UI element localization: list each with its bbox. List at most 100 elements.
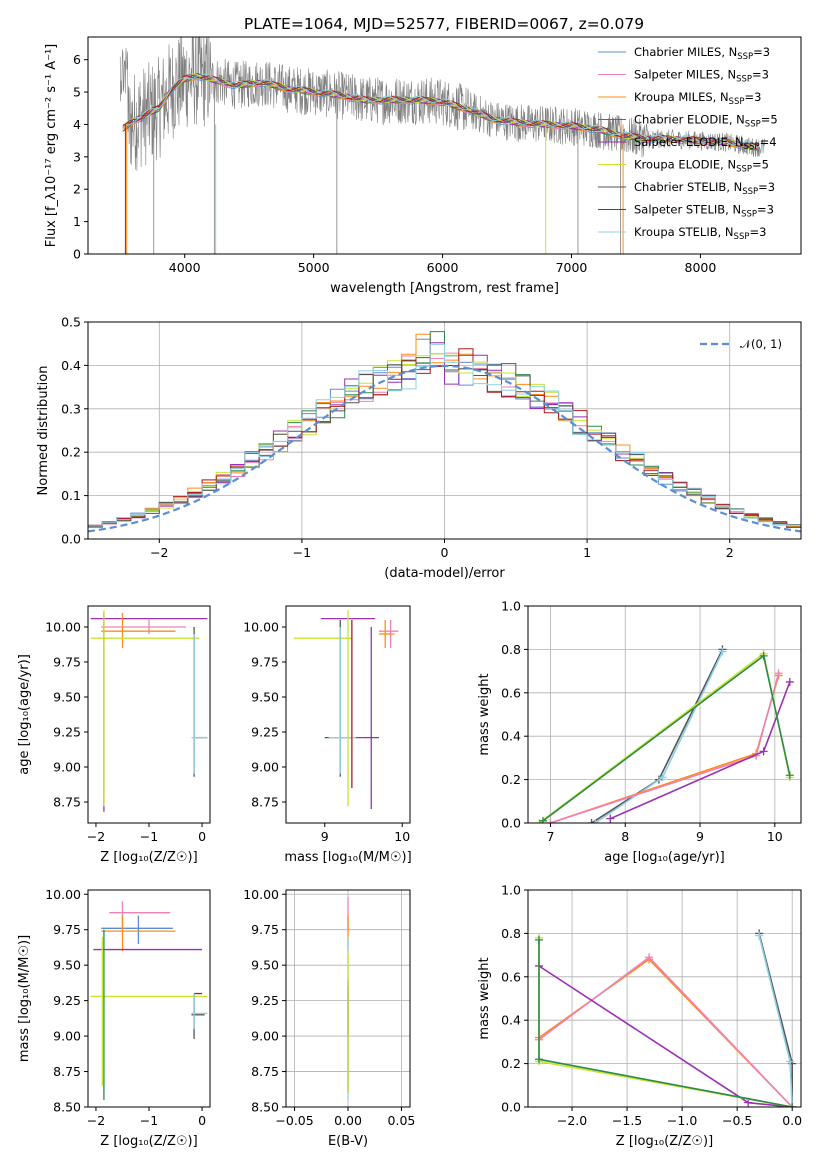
y-axis-label: mass weight [477,957,492,1039]
weight-marker [587,819,596,823]
weight-marker [774,669,783,678]
y-axis-label: Normed distribution [36,366,51,496]
y-tick-label: 0.1 [61,488,81,503]
y-tick-label: 9.50 [53,690,81,705]
weight-marker [718,647,727,656]
x-tick-label: 10 [394,829,410,844]
y-tick-label: 8.75 [251,795,279,810]
y-tick-label: 1.0 [501,883,521,898]
weight_vs_age-axes: 7 8 9 10 0.0 0.2 0.4 0.6 0.8 1.0 age [log₁₀(age/yr… [477,599,802,865]
y-tick-label: 0.4 [501,1013,521,1028]
legend-label: Salpeter MILES, NSSP=3 [634,68,769,85]
y-tick-label: 0.2 [61,445,81,460]
x-tick-label: 8000 [685,260,717,275]
y-tick-label: 0.6 [501,685,521,700]
observed-spectrum [119,37,765,171]
residuals-marks [88,331,801,533]
figure-title: PLATE=1064, MJD=52577, FIBERID=0067, z=0… [244,15,644,33]
y-tick-label: 0.5 [61,315,81,330]
y-tick-label: 9.50 [251,690,279,705]
y-axis-label: mass weight [477,673,492,755]
x-axis-label: age [log₁₀(age/yr)] [604,850,725,865]
weight_vs_Z-marks [535,929,797,1107]
y-tick-label: 9.75 [53,922,81,937]
x-tick-label: −0.5 [722,1113,752,1128]
y-tick-label: 8.75 [251,1064,279,1079]
weight-marker [606,814,615,823]
weight-line [538,965,793,1107]
y-tick-label: 8.75 [53,795,81,810]
x-tick-label: 5000 [298,260,330,275]
y-tick-label: 0.8 [501,642,521,657]
y-tick-label: 0.2 [501,772,521,787]
weight-line [538,939,793,1107]
weight-marker [788,1103,797,1107]
x-tick-label: 8 [621,829,629,844]
y-tick-label: 3 [73,149,81,164]
x-tick-label: 7 [546,829,554,844]
y-tick-label: 8.75 [53,1064,81,1079]
y-tick-label: 0.0 [501,816,521,831]
x-tick-label: −2 [87,1113,105,1128]
x-tick-label: −0.05 [275,1113,313,1128]
residual-histogram [88,357,801,528]
x-tick-label: 6000 [427,260,459,275]
y-tick-label: 9.25 [251,993,279,1008]
residual-histogram [88,343,801,527]
weight_vs_age-marks [535,645,794,823]
x-tick-label: −2 [150,545,168,560]
y-tick-label: 10.00 [45,620,81,635]
y-tick-label: 9.75 [251,655,279,670]
y-tick-label: 1 [73,214,81,229]
x-tick-label: 9 [321,829,329,844]
y-tick-label: 9.75 [53,655,81,670]
weight-marker [591,819,600,823]
y-tick-label: 2 [73,182,81,197]
legend-label: 𝒩(0, 1) [740,337,782,351]
weight_vs_Z-axes: −2.0 −1.5 −1.0 −0.5 0.0 0.0 0.2 0.4 0.6 0.8 1.0 Z [… [477,883,802,1150]
x-tick-label: 0.0 [782,1113,802,1128]
legend-label: Chabrier STELIB, NSSP=3 [634,180,775,197]
legend-label: Kroupa ELODIE, NSSP=5 [634,158,769,175]
weight-line [550,675,780,823]
x-tick-label: 10 [767,829,783,844]
axes-frame [285,605,411,824]
y-tick-label: 10.00 [45,887,81,902]
weight-marker [785,771,794,780]
y-tick-label: 9.00 [251,1029,279,1044]
weight-marker [658,773,667,782]
legend-label: Salpeter STELIB, NSSP=3 [634,203,774,220]
x-tick-label: 9 [696,829,704,844]
legend-label: Kroupa MILES, NSSP=3 [634,90,761,107]
mass_vs_Z-axes: −2 −1 0 8.50 8.75 9.00 9.25 9.50 9.75 10.00 Z [log… [17,887,211,1149]
x-tick-label: −1.0 [667,1113,697,1128]
axes-frame [87,36,802,255]
y-tick-label: 9.00 [53,1029,81,1044]
y-tick-label: 0.6 [501,969,521,984]
y-tick-label: 9.00 [251,760,279,775]
y-tick-label: 0.4 [61,358,81,373]
x-tick-label: −2 [87,829,105,844]
x-tick-label: 0 [198,1113,206,1128]
x-axis-label: mass [log₁₀(M/M☉)] [284,850,411,865]
weight-line [538,652,791,823]
y-tick-label: 8.50 [53,1100,81,1115]
normal-curve [88,364,801,533]
y-tick-label: 5 [73,85,81,100]
mass_vs_EBV-axes: −0.05 0.00 0.05 8.50 8.75 9.00 9.25 9.50 9.75 10.… [243,887,415,1149]
spectrum-axes: 4000 5000 6000 7000 8000 0 1 2 3 4 5 6 wavelength [A… [44,36,802,296]
x-axis-label: Z [log₁₀(Z/Z☉)] [616,1134,713,1149]
y-tick-label: 10.00 [243,620,279,635]
model-fit [122,75,759,147]
weight-line [550,673,780,823]
legend-label: Kroupa STELIB, NSSP=3 [634,225,766,242]
y-axis-label: Flux [f_λ10⁻¹⁷ erg cm⁻² s⁻¹ A⁻¹] [44,44,59,248]
legend-label: Chabrier ELODIE, NSSP=5 [634,113,778,130]
y-tick-label: 9.25 [53,725,81,740]
axes-frame [527,889,802,1108]
x-tick-label: 2 [726,545,734,560]
x-tick-label: −2.0 [557,1113,587,1128]
age_vs_mass-axes: 9 10 8.75 9.00 9.25 9.50 9.75 10.00 mass [log₁₀(… [243,605,412,865]
y-tick-label: 0.0 [501,1100,521,1115]
